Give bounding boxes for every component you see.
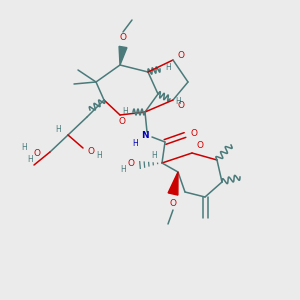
Text: H: H [55, 125, 61, 134]
Text: O: O [190, 128, 197, 137]
Text: N: N [141, 131, 149, 140]
Text: H: H [27, 155, 33, 164]
Text: H: H [132, 139, 138, 148]
Text: O: O [119, 34, 127, 43]
Text: H: H [175, 97, 181, 106]
Text: O: O [128, 158, 134, 167]
Text: H: H [151, 151, 157, 160]
Polygon shape [168, 172, 178, 195]
Text: O: O [118, 118, 125, 127]
Text: O: O [178, 100, 184, 109]
Text: O: O [196, 140, 203, 149]
Text: O: O [178, 50, 184, 59]
Text: H: H [165, 64, 171, 73]
Text: O: O [88, 146, 94, 155]
Text: H: H [120, 166, 126, 175]
Polygon shape [119, 46, 127, 65]
Text: O: O [34, 148, 40, 158]
Text: H: H [21, 142, 27, 152]
Text: H: H [122, 107, 128, 116]
Text: H: H [96, 152, 102, 160]
Text: O: O [169, 200, 176, 208]
